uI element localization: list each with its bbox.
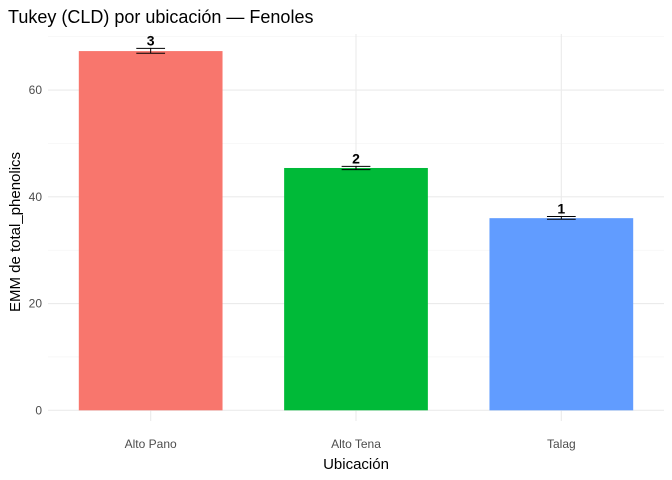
- y-tick-label: 40: [29, 190, 43, 204]
- error-bars: [136, 47, 576, 220]
- bars: [78, 51, 634, 411]
- bar: [284, 167, 428, 411]
- y-tick-label: 60: [29, 83, 43, 97]
- bar: [489, 218, 634, 411]
- y-axis-ticks: 0 20 40 60: [29, 83, 43, 417]
- bar: [78, 51, 223, 411]
- y-axis-title: EMM de total_phenolics: [7, 152, 24, 312]
- y-tick-label: 0: [35, 403, 42, 417]
- cld-letter: 2: [352, 150, 360, 166]
- y-tick-label: 20: [29, 297, 43, 311]
- x-tick-label: Alto Tena: [331, 437, 381, 451]
- x-axis-ticks: Alto Pano Alto Tena Talag: [125, 437, 576, 451]
- x-axis-title: Ubicación: [323, 456, 389, 473]
- cld-letter: 3: [147, 32, 155, 48]
- cld-letters: 3 2 1: [147, 32, 566, 216]
- cld-letter: 1: [557, 201, 565, 217]
- x-tick-label: Talag: [547, 437, 576, 451]
- x-tick-label: Alto Pano: [125, 437, 177, 451]
- chart-title: Tukey (CLD) por ubicación — Fenoles: [8, 7, 313, 27]
